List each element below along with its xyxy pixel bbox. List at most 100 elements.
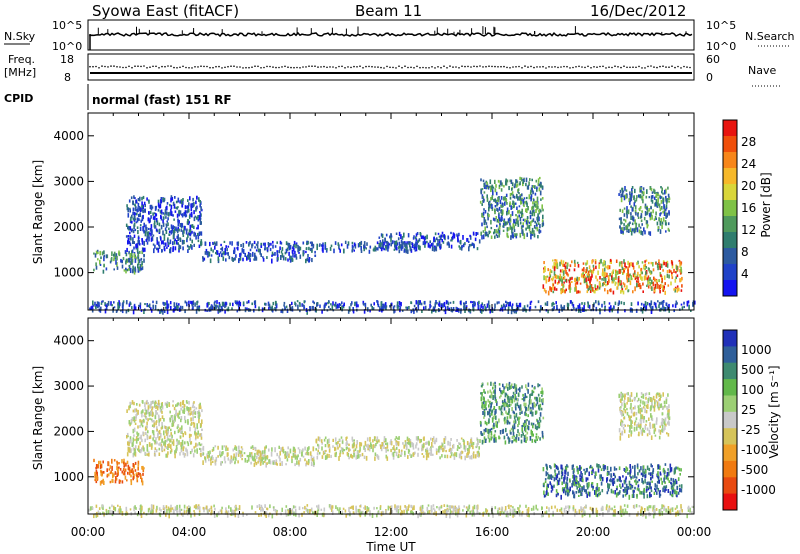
scatter-cell xyxy=(469,309,471,313)
scatter-cell xyxy=(96,475,99,480)
scatter-cell xyxy=(483,208,485,211)
scatter-cell xyxy=(270,307,272,311)
scatter-cell xyxy=(207,455,209,459)
scatter-cell xyxy=(536,201,538,204)
scatter-cell xyxy=(386,445,389,449)
scatter-cell xyxy=(158,241,160,247)
scatter-cell xyxy=(631,222,634,226)
scatter-cell xyxy=(155,449,158,453)
scatter-cell xyxy=(280,309,282,313)
scatter-cell xyxy=(156,405,159,411)
scatter-cell xyxy=(640,213,643,218)
scatter-cell xyxy=(526,425,529,430)
scatter-cell xyxy=(290,307,292,312)
scatter-cell xyxy=(221,451,223,456)
scatter-cell xyxy=(547,477,549,480)
scatter-cell xyxy=(235,457,237,461)
scatter-cell xyxy=(199,220,202,225)
scatter-cell xyxy=(641,261,644,264)
scatter-cell xyxy=(600,468,603,471)
scatter-cell xyxy=(506,412,509,416)
nave-dot xyxy=(299,67,301,69)
nave-dot xyxy=(575,66,577,68)
scatter-cell xyxy=(298,449,301,454)
scatter-cell xyxy=(485,400,487,406)
scatter-cell xyxy=(649,216,652,221)
scatter-cell xyxy=(163,233,166,237)
scatter-cell xyxy=(492,382,495,387)
scatter-cell xyxy=(468,442,471,446)
scatter-cell xyxy=(483,404,485,409)
scatter-cell xyxy=(286,247,289,251)
scatter-cell xyxy=(402,442,404,445)
scatter-cell xyxy=(251,302,253,306)
scatter-cell xyxy=(242,242,245,248)
scatter-cell xyxy=(89,307,91,311)
scatter-cell xyxy=(522,225,524,228)
nave-dot xyxy=(467,65,469,68)
scatter-cell xyxy=(117,303,119,306)
scatter-cell xyxy=(351,455,354,459)
nave-dot xyxy=(266,65,268,68)
scatter-cell xyxy=(177,223,180,227)
scatter-cell xyxy=(655,306,658,310)
scatter-cell xyxy=(651,286,653,291)
scatter-cell xyxy=(643,191,645,195)
scatter-cell xyxy=(170,305,172,311)
scatter-cell xyxy=(135,438,138,444)
scatter-cell xyxy=(641,231,644,236)
scatter-cell xyxy=(169,301,172,305)
scatter-cell xyxy=(139,207,142,213)
scatter-cell xyxy=(299,457,302,462)
scatter-cell xyxy=(449,447,452,452)
scatter-cell xyxy=(441,231,444,235)
scatter-cell xyxy=(489,400,491,405)
scatter-cell xyxy=(668,308,670,313)
scatter-cell xyxy=(599,474,601,480)
scatter-cell xyxy=(152,400,155,404)
scatter-cell xyxy=(671,261,674,266)
scatter-cell xyxy=(364,440,367,446)
scatter-cell xyxy=(313,301,315,305)
scatter-cell xyxy=(132,217,135,221)
scatter-cell xyxy=(435,246,438,252)
scatter-cell xyxy=(214,242,217,246)
scatter-cell xyxy=(633,202,636,207)
scatter-cell xyxy=(137,475,139,478)
scatter-cell xyxy=(260,245,263,248)
scatter-cell xyxy=(166,401,169,404)
scatter-cell xyxy=(578,305,580,309)
scatter-cell xyxy=(302,241,305,245)
nave-dot xyxy=(140,65,142,68)
scatter-cell xyxy=(254,256,256,261)
scatter-cell xyxy=(513,398,516,403)
scatter-cell xyxy=(167,222,169,227)
scatter-cell xyxy=(488,438,491,443)
scatter-cell xyxy=(604,260,606,266)
scatter-cell xyxy=(653,196,656,200)
scatter-cell xyxy=(604,284,607,287)
nave-dot xyxy=(569,67,571,69)
scatter-cell xyxy=(181,431,183,434)
scatter-cell xyxy=(526,419,528,422)
scatter-cell xyxy=(152,430,155,436)
scatter-cell xyxy=(137,409,139,415)
scatter-cell xyxy=(566,465,569,468)
nave-dot xyxy=(128,65,130,68)
scatter-cell xyxy=(671,264,674,269)
scatter-cell xyxy=(560,304,562,309)
scatter-cell xyxy=(176,228,178,232)
scatter-cell xyxy=(323,450,326,453)
scatter-cell xyxy=(637,301,639,306)
scatter-cell xyxy=(608,302,611,305)
scatter-cell xyxy=(457,445,459,448)
scatter-cell xyxy=(176,235,179,239)
scatter-cell xyxy=(494,381,496,385)
scatter-cell xyxy=(385,233,388,237)
scatter-cell xyxy=(243,452,246,455)
scatter-cell xyxy=(514,183,516,188)
scatter-cell xyxy=(187,199,189,202)
freq-tick-top: 18 xyxy=(60,53,74,66)
scatter-cell xyxy=(131,306,133,309)
scatter-cell xyxy=(522,180,525,184)
